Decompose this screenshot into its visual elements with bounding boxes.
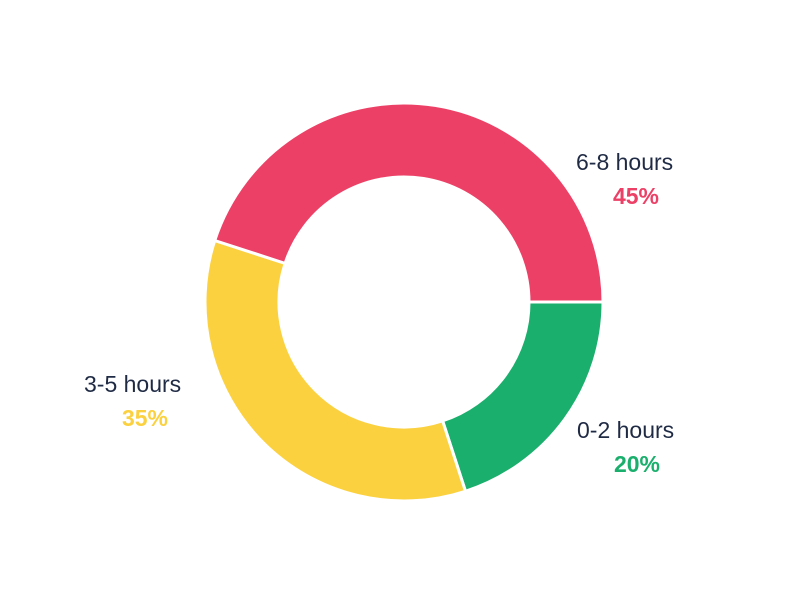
slice-label-6-8-hours: 6-8 hours — [576, 149, 673, 175]
donut-slice-0-2-hours — [440, 300, 605, 494]
donut-slice-6-8-hours — [212, 101, 605, 304]
slices-layer — [203, 101, 605, 503]
slice-label-0-2-hours: 0-2 hours — [577, 417, 674, 443]
labels-layer: 0-2 hours 20% 3-5 hours 35% 6-8 hours 45… — [84, 149, 674, 477]
slice-percent-3-5-hours: 35% — [122, 405, 168, 431]
slice-percent-0-2-hours: 20% — [614, 451, 660, 477]
donut-slice-3-5-hours — [203, 238, 468, 503]
slice-label-3-5-hours: 3-5 hours — [84, 371, 181, 397]
slice-percent-6-8-hours: 45% — [613, 183, 659, 209]
